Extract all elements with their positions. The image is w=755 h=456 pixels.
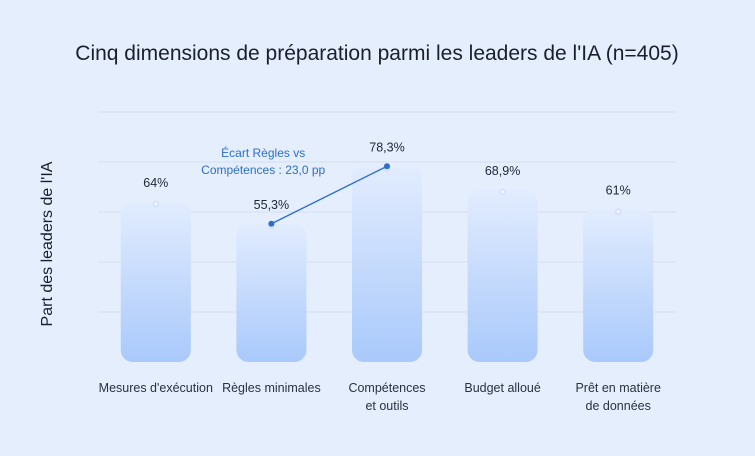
value-label: 55,3%	[254, 198, 289, 212]
category-label: Mesures d'exécution	[99, 381, 213, 395]
category-label: Prêt en matière de données	[575, 381, 661, 413]
value-label: 78,3%	[369, 140, 404, 154]
value-label: 68,9%	[485, 164, 520, 178]
bar	[120, 202, 191, 362]
bar-top-marker	[615, 208, 622, 215]
gap-annotation: Écart Règles vs Compétences : 23,0 pp	[201, 145, 390, 227]
bar	[352, 166, 422, 362]
gap-point-end	[384, 163, 390, 170]
gap-annotation-text: Écart Règles vs Compétences : 23,0 pp	[201, 145, 325, 177]
category-label: Règles minimales	[222, 381, 321, 395]
chart-title: Cinq dimensions de préparation parmi les…	[75, 42, 678, 65]
value-label: 61%	[606, 184, 631, 198]
value-labels: 64% 55,3% 78,3% 68,9% 61%	[143, 140, 630, 212]
gap-point-start	[268, 220, 275, 227]
category-labels: Mesures d'exécution Règles minimales Compé…	[99, 381, 661, 413]
bars	[120, 165, 654, 362]
category-label: Budget alloué	[464, 381, 541, 395]
value-label: 64%	[143, 176, 168, 190]
bar	[467, 189, 538, 362]
bar-top-marker	[152, 201, 159, 207]
y-axis-label: Part des leaders de l'IA	[39, 161, 56, 326]
bar-top-marker	[499, 188, 506, 195]
category-label: Compétences et outils	[348, 381, 425, 413]
bar	[236, 223, 307, 362]
gap-line	[271, 165, 388, 225]
bar	[583, 209, 654, 362]
